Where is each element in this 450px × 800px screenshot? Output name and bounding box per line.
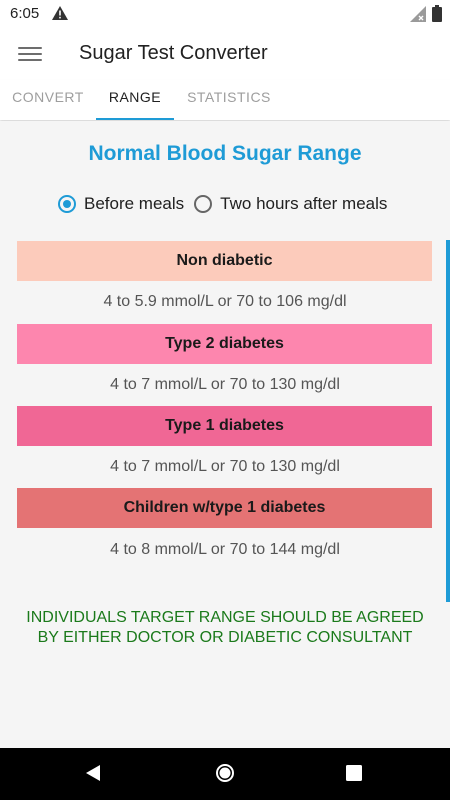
- battery-icon: [432, 5, 442, 27]
- range-title: Normal Blood Sugar Range: [88, 142, 362, 165]
- status-bar: 6:05: [0, 0, 450, 28]
- note-line: BY EITHER DOCTOR OR DIABETIC CONSULTANT: [37, 629, 413, 646]
- status-time: 6:05: [10, 5, 40, 22]
- signal-icon: [410, 6, 426, 27]
- band-children-type-1: Children w/type 1 diabetes: [17, 488, 432, 528]
- menu-icon[interactable]: [18, 43, 42, 65]
- back-icon[interactable]: [84, 764, 102, 787]
- warning-icon: [52, 6, 68, 25]
- app-title: Sugar Test Converter: [79, 42, 268, 64]
- radio-checked-icon: [58, 195, 76, 213]
- scrollbar[interactable]: [446, 240, 450, 602]
- recents-icon[interactable]: [346, 765, 362, 786]
- range-type-1-diabetes: 4 to 7 mmol/L or 70 to 130 mg/dl: [110, 458, 340, 475]
- radio-label: Before meals: [84, 194, 185, 213]
- app-bar: Sugar Test Converter: [0, 28, 450, 80]
- tab-range[interactable]: RANGE: [108, 89, 162, 105]
- home-icon[interactable]: [215, 763, 235, 788]
- tab-indicator: [96, 118, 174, 120]
- tab-statistics[interactable]: STATISTICS: [187, 89, 271, 105]
- band-non-diabetic: Non diabetic: [17, 241, 432, 281]
- band-type-2-diabetes: Type 2 diabetes: [17, 324, 432, 364]
- radio-after-meals[interactable]: Two hours after meals: [194, 194, 387, 214]
- meal-timing-radio-group: Before meals Two hours after meals: [58, 194, 397, 214]
- navigation-bar: [0, 748, 450, 800]
- radio-unchecked-icon: [194, 195, 213, 213]
- tab-bar: CONVERT RANGE STATISTICS: [0, 80, 450, 120]
- range-children-type-1: 4 to 8 mmol/L or 70 to 144 mg/dl: [110, 541, 340, 558]
- band-type-1-diabetes: Type 1 diabetes: [17, 406, 432, 446]
- tab-convert[interactable]: CONVERT: [12, 89, 84, 105]
- target-range-note: INDIVIDUALS TARGET RANGE SHOULD BE AGREE…: [0, 608, 450, 648]
- radio-label: Two hours after meals: [220, 194, 388, 213]
- radio-before-meals[interactable]: Before meals: [58, 194, 184, 214]
- range-non-diabetic: 4 to 5.9 mmol/L or 70 to 106 mg/dl: [103, 293, 347, 310]
- note-line: INDIVIDUALS TARGET RANGE SHOULD BE AGREE…: [26, 609, 424, 626]
- range-type-2-diabetes: 4 to 7 mmol/L or 70 to 130 mg/dl: [110, 376, 340, 393]
